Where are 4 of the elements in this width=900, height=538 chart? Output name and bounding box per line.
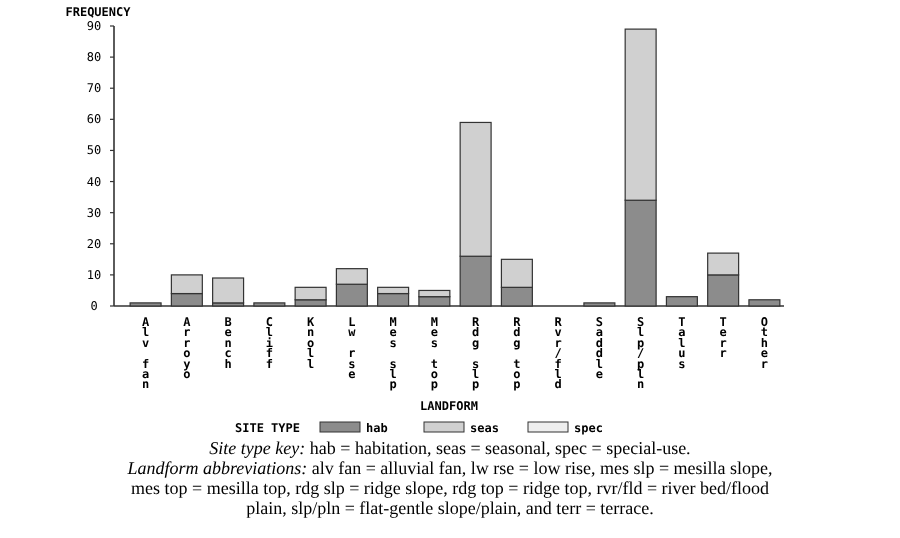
- text: Landform abbreviations: alv fan = alluvial fan, lw rse = low rise, mes slp = mesilla slope, mes top = mesilla top, rdg slp = ridge slope, rdg top = ridge top, rvr/fld = river bed/flood plain, slp/pln = flat-gentle slope/plain, and terr = terrace.: [125, 458, 773, 518]
- bar: [294, 286, 327, 301]
- bar: [212, 277, 245, 304]
- text: Site type key: hab = habitation, seas = seasonal, spec = special-use.: [209, 438, 691, 458]
